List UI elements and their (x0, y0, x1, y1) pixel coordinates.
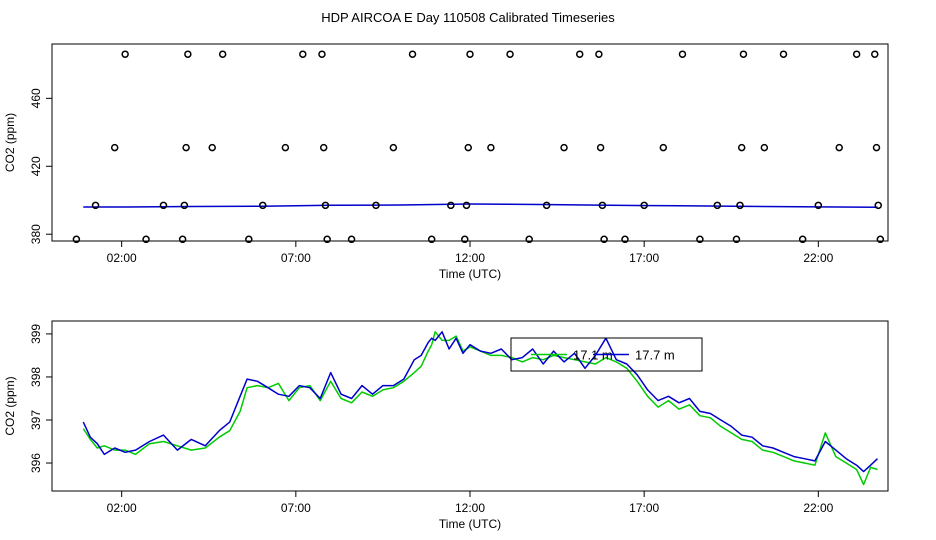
data-point (462, 201, 471, 210)
data-point (852, 50, 861, 58)
data-point (323, 235, 331, 244)
data-point (321, 201, 330, 210)
data-point (640, 201, 648, 210)
y-tick-label: 396 (29, 453, 43, 473)
data-point (659, 143, 668, 152)
y-tick-label: 380 (29, 224, 43, 244)
data-point (487, 143, 495, 152)
data-point (258, 201, 267, 210)
data-point (408, 50, 417, 58)
data-point (595, 50, 603, 58)
data-point (461, 235, 469, 244)
data-point (600, 235, 608, 244)
data-point (180, 201, 189, 210)
series-line-2 (82, 331, 879, 473)
x-tick-label: 17:00 (629, 251, 659, 265)
data-point (506, 50, 514, 58)
data-point (281, 143, 290, 152)
data-point (447, 201, 455, 210)
data-point (121, 50, 129, 58)
series-line-1 (83, 203, 878, 208)
data-point (713, 201, 722, 210)
data-point (72, 235, 81, 244)
y-tick-label: 397 (29, 410, 43, 430)
data-point (525, 235, 533, 244)
data-point (427, 235, 436, 244)
legend-label: 17.1 m (573, 348, 613, 363)
x-tick-label: 07:00 (281, 251, 311, 265)
data-point (596, 143, 605, 152)
data-point (464, 143, 473, 152)
plot-frame (51, 43, 889, 242)
data-point (560, 143, 568, 152)
figure-title: HDP AIRCOA E Day 110508 Calibrated Times… (321, 10, 615, 25)
data-point (142, 235, 150, 244)
data-point (299, 50, 307, 58)
data-point (871, 50, 879, 58)
x-tick-label: 02:00 (107, 251, 137, 265)
y-tick-label: 420 (29, 156, 43, 176)
data-point (739, 50, 748, 58)
data-point (835, 143, 843, 152)
x-tick-label: 22:00 (803, 501, 833, 515)
data-point (876, 235, 885, 244)
y-tick-label: 398 (29, 367, 43, 387)
data-point (466, 50, 474, 58)
chart-panel-2: 02:00 07:00 12:00 17:00 22:00 396 397 398 399 Tim… (3, 320, 889, 531)
x-tick-label: 02:00 (107, 501, 137, 515)
data-point (760, 143, 769, 152)
data-point (91, 201, 100, 210)
data-point (245, 235, 253, 244)
data-point (798, 235, 807, 244)
data-point (737, 143, 746, 152)
data-point (779, 50, 788, 58)
data-point (621, 235, 629, 244)
data-point (218, 50, 227, 58)
data-point (678, 50, 687, 58)
data-point (318, 50, 326, 58)
data-point (575, 50, 584, 58)
data-point (814, 201, 823, 210)
x-tick-label: 12:00 (455, 251, 485, 265)
legend-box (510, 337, 703, 372)
data-point (736, 201, 744, 210)
data-point (872, 143, 881, 152)
data-point (696, 235, 704, 244)
x-axis-label: Time (UTC) (439, 267, 501, 281)
x-tick-label: 22:00 (803, 251, 833, 265)
data-point (182, 143, 190, 152)
data-point (542, 201, 551, 210)
legend: 17.1 m 17.7 m (510, 337, 703, 372)
x-tick-label: 07:00 (281, 501, 311, 515)
chart-panel-1: 02:00 07:00 12:00 17:00 22:00 380 420 460 Time (… (3, 43, 889, 281)
legend-label: 17.7 m (635, 348, 675, 363)
data-point (184, 50, 192, 58)
data-point (732, 235, 741, 244)
data-point (178, 235, 187, 244)
x-axis-label: Time (UTC) (439, 517, 501, 531)
data-point (874, 201, 882, 210)
data-point (598, 201, 607, 210)
x-tick-label: 12:00 (455, 501, 485, 515)
data-point (389, 143, 398, 152)
data-point (347, 235, 356, 244)
y-tick-label: 399 (29, 324, 43, 344)
data-point (159, 201, 168, 210)
data-point (110, 143, 119, 152)
y-tick-label: 460 (29, 88, 43, 108)
x-tick-label: 17:00 (629, 501, 659, 515)
data-point (319, 143, 328, 152)
y-axis-label: CO2 (ppm) (3, 376, 17, 435)
data-point (208, 143, 216, 152)
data-point (372, 201, 380, 210)
y-axis-label: CO2 (ppm) (3, 113, 17, 172)
series-line-1 (82, 331, 878, 486)
